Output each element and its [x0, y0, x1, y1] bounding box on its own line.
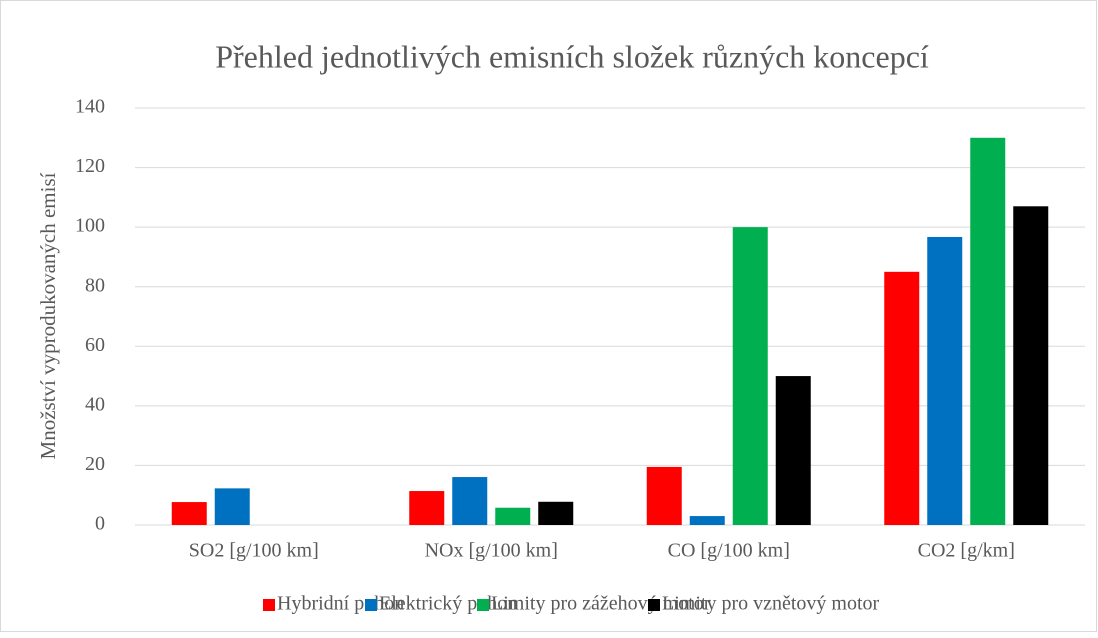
y-tick-label: 80 — [85, 274, 105, 296]
bar — [409, 491, 445, 525]
y-tick-label: 120 — [75, 155, 105, 177]
bar — [732, 227, 768, 525]
legend-swatch — [263, 599, 275, 611]
x-tick-label: CO [g/100 km] — [668, 540, 790, 562]
legend-swatch — [365, 599, 377, 611]
chart-title: Přehled jednotlivých emisních složek růz… — [215, 38, 929, 74]
bar — [171, 502, 207, 525]
x-tick-label: NOx [g/100 km] — [425, 540, 558, 562]
bar — [775, 376, 811, 525]
x-tick-label: CO2 [g/km] — [918, 540, 1015, 562]
x-tick-label: SO2 [g/100 km] — [189, 540, 319, 562]
legend-swatch — [648, 599, 660, 611]
bar — [538, 501, 574, 525]
bar — [646, 466, 682, 525]
bar — [927, 236, 963, 525]
legend-swatch — [477, 599, 489, 611]
bar — [495, 507, 531, 525]
bar — [970, 137, 1006, 526]
legend-label: Limity pro vznětový motor — [662, 593, 880, 615]
y-tick-label: 140 — [75, 96, 105, 118]
y-axis-label: Množství vyprodukovaných emisí — [36, 172, 60, 459]
y-tick-label: 100 — [75, 215, 105, 237]
bar — [452, 477, 488, 525]
bar — [884, 271, 920, 525]
bar — [214, 488, 250, 525]
bar — [1013, 206, 1049, 526]
y-tick-label: 20 — [85, 453, 105, 475]
y-tick-label: 40 — [85, 393, 105, 415]
bar — [689, 516, 725, 525]
y-tick-label: 60 — [85, 334, 105, 356]
y-tick-label: 0 — [95, 513, 105, 535]
